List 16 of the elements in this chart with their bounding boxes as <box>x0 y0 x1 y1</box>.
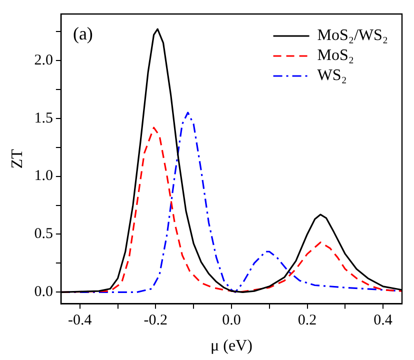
x-tick-label: -0.2 <box>144 312 168 329</box>
y-axis-title: ZT <box>8 148 26 169</box>
x-tick-label: -0.4 <box>68 312 92 329</box>
legend-label: MoS₂/WS₂ <box>317 27 388 44</box>
legend-label: WS₂ <box>317 67 347 84</box>
x-tick-label: 0.4 <box>374 312 393 329</box>
y-tick-label: 1.0 <box>34 168 53 184</box>
x-tick-label: 0.0 <box>222 312 241 329</box>
x-axis-title: μ (eV) <box>210 338 252 355</box>
y-tick-label: 2.0 <box>34 52 53 68</box>
y-tick-label: 1.5 <box>34 110 53 126</box>
x-tick-label: 0.2 <box>298 312 317 329</box>
y-tick-label: 0.5 <box>34 226 53 242</box>
legend-label: MoS₂ <box>317 47 354 64</box>
y-tick-label: 0.0 <box>34 284 53 300</box>
annotation: (a) <box>72 24 93 44</box>
